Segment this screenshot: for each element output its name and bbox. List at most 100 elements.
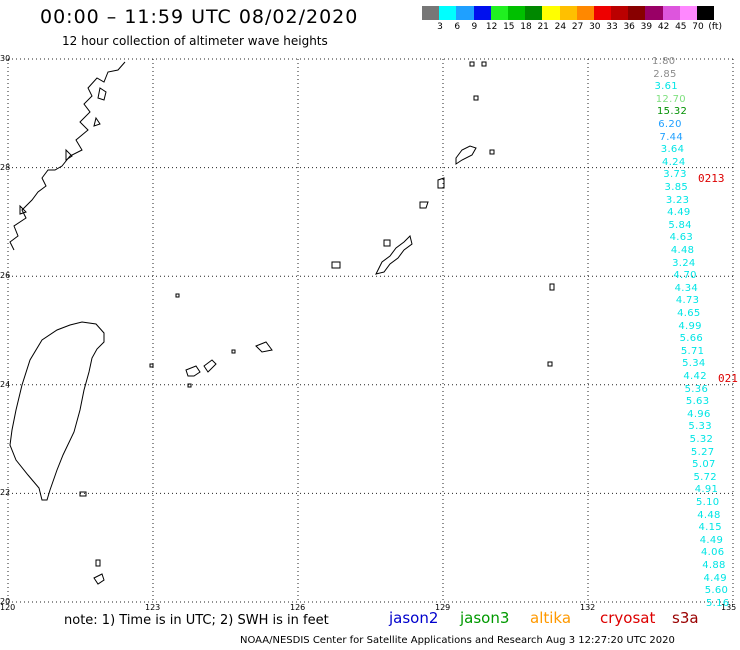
wave-height-value: 2.85	[653, 68, 677, 80]
amami-coastline	[455, 145, 477, 165]
wave-height-value: 4.48	[670, 245, 695, 256]
wave-height-value: 5.84	[668, 219, 692, 231]
colorbar-label: 27	[571, 22, 584, 32]
wave-height-value: 1.80	[652, 56, 676, 67]
wave-height-value: 4.96	[687, 408, 711, 420]
footer-credit: NOAA/NESDIS Center for Satellite Applica…	[240, 635, 675, 646]
colorbar-label: 21	[537, 22, 549, 32]
colorbar-swatch	[559, 6, 577, 20]
lat-tick-label: 22	[0, 488, 11, 498]
taiwan-coastline	[9, 321, 105, 501]
china-coastline	[9, 61, 126, 251]
colorbar-label: 70	[692, 22, 704, 32]
wave-height-value: 5.63	[685, 396, 710, 408]
sakishima-coastline	[185, 341, 273, 377]
colorbar-swatch	[525, 6, 543, 20]
colorbar-label: 12	[485, 22, 498, 32]
wave-height-value: 4.88	[702, 560, 726, 571]
pass-time-label: 0213	[698, 172, 725, 185]
wave-height-value: 4.15	[698, 522, 722, 534]
colorbar-label: 39	[640, 22, 653, 32]
colorbar-swatch	[456, 6, 474, 20]
wave-height-value: 5.10	[695, 497, 720, 508]
wave-height-value: 4.65	[677, 308, 701, 319]
satellite-jason2: jason2	[389, 609, 439, 627]
colorbar-swatch	[697, 6, 715, 20]
wave-height-value: 4.49	[699, 534, 724, 546]
colorbar-swatch	[439, 6, 457, 20]
lon-tick-label: 132	[580, 603, 596, 612]
colorbar-swatch	[611, 6, 629, 20]
wave-height-value: 3.24	[672, 257, 696, 269]
okinawa-coastline	[375, 235, 413, 275]
colorbar-label: 3	[437, 22, 443, 32]
wave-height-value: 7.44	[659, 131, 683, 143]
wave-height-value: 4.49	[667, 207, 691, 219]
map-subtitle: 12 hour collection of altimeter wave hei…	[62, 34, 328, 48]
colorbar-swatch	[473, 6, 491, 20]
wave-height-value: 3.61	[654, 81, 678, 93]
wave-height-value: 3.85	[664, 182, 689, 193]
wave-height-value: 4.49	[703, 572, 727, 584]
wave-height-value: 15.32	[657, 106, 688, 118]
map-title: 00:00 – 11:59 UTC 08/02/2020	[40, 6, 359, 28]
colorbar-label: 30	[589, 22, 601, 32]
colorbar-label: 9	[471, 22, 478, 32]
colorbar-swatch	[628, 6, 646, 20]
wave-height-value: 5.16	[706, 597, 730, 609]
wave-height-value: 5.33	[688, 421, 712, 433]
colorbar-label: 24	[554, 22, 567, 32]
colorbar-label: 42	[657, 22, 670, 32]
lon-tick-label: 135	[721, 603, 737, 612]
colorbar-label: 6	[454, 22, 461, 32]
lat-tick-label: 20	[0, 597, 11, 606]
lat-tick-label: 28	[0, 162, 11, 172]
wave-height-value: 6.20	[658, 119, 682, 130]
wave-height-value: 5.07	[692, 459, 716, 471]
footer-note: note: 1) Time is in UTC; 2) SWH is in fe…	[64, 613, 329, 628]
wave-height-value: 4.91	[694, 484, 719, 496]
lat-tick-label: 26	[0, 271, 11, 281]
colorbar-swatch	[542, 6, 560, 20]
coastlines	[9, 61, 555, 585]
wave-height-value: 4.70	[673, 270, 697, 282]
wave-height-value: 5.66	[679, 333, 704, 345]
colorbar-swatch	[593, 6, 612, 20]
wave-height-value: 4.42	[683, 371, 707, 382]
wave-height-value: 4.48	[697, 509, 721, 521]
wave-height-value: 4.06	[700, 547, 725, 559]
wave-height-value: 5.72	[693, 471, 717, 483]
wave-height-value: 5.32	[689, 434, 714, 445]
colorbar-swatch	[679, 6, 697, 20]
colorbar-label: 33	[606, 22, 618, 32]
lon-tick-label: 129	[435, 603, 451, 612]
colorbar-label: (ft)	[708, 22, 722, 32]
lon-tick-label: 126	[290, 603, 306, 612]
wave-height-value: 4.63	[669, 232, 694, 244]
colorbar-swatch	[422, 6, 440, 20]
colorbar-swatch	[507, 6, 526, 20]
colorbar-label: 18	[520, 22, 532, 32]
wave-height-value: 5.36	[684, 383, 709, 395]
wave-height-value: 4.73	[675, 295, 700, 307]
colorbar-label: 45	[675, 22, 687, 32]
satellite-jason3: jason3	[460, 609, 510, 627]
wave-height-value: 5.60	[704, 585, 729, 597]
satellite-altika: altika	[530, 609, 572, 627]
wave-height-value: 5.27	[690, 446, 715, 458]
pass-time-label: 021	[718, 372, 738, 385]
colorbar-swatch	[645, 6, 663, 20]
colorbar-label: 36	[623, 22, 635, 32]
lat-tick-label: 30	[0, 54, 11, 63]
wave-height-value: 3.23	[665, 194, 690, 206]
colorbar-label: 15	[503, 22, 515, 32]
wave-height-value: 3.64	[660, 144, 685, 156]
satellite-cryosat: cryosat	[600, 609, 656, 627]
colorbar-swatch	[662, 6, 680, 20]
lat-tick-label: 24	[0, 379, 11, 389]
wave-height-value: 4.99	[678, 320, 702, 332]
wave-height-value: 12.70	[655, 93, 686, 105]
wave-height-value: 5.34	[682, 358, 706, 370]
colorbar-swatch	[490, 6, 508, 20]
